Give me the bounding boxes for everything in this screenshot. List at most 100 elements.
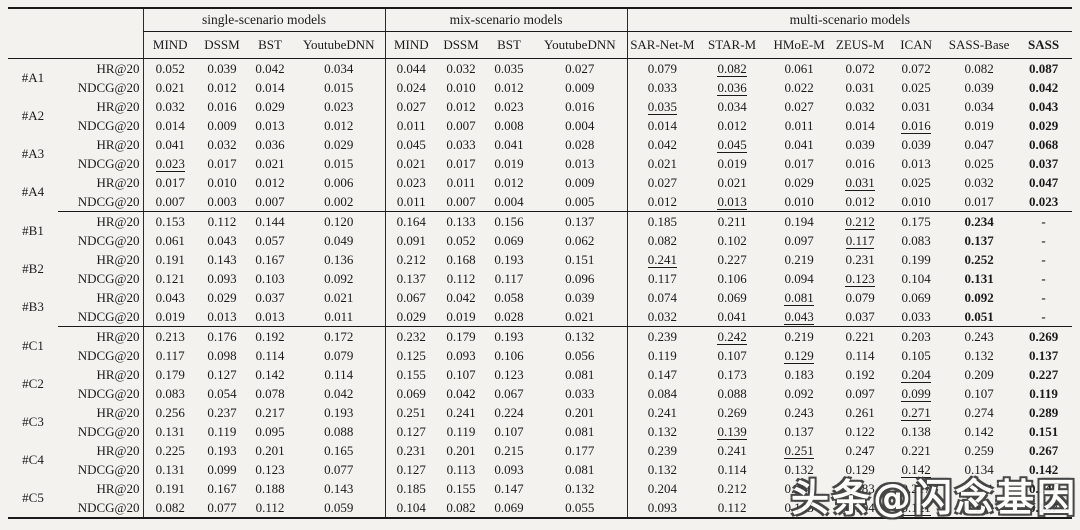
value-cell: 0.025 <box>901 79 931 95</box>
value-cell: 0.069 <box>494 499 524 515</box>
value-cell: 0.211 <box>717 213 747 229</box>
value-cell: 0.033 <box>626 78 698 97</box>
value-cell: 0.012 <box>831 192 890 212</box>
scenario-label: #C4 <box>22 452 44 467</box>
value-cell: 0.014 <box>626 116 698 135</box>
value-cell: 0.231 <box>845 251 875 267</box>
group-header-row: single-scenario models mix-scenario mode… <box>8 8 1073 32</box>
value-cell: 0.057 <box>255 232 285 248</box>
value-cell: 0.232 <box>384 326 438 346</box>
value-cell: 0.017 <box>784 155 814 171</box>
value-cell: 0.014 <box>845 117 875 133</box>
metric-label: HR@20 <box>96 442 140 458</box>
col-header-mind-single: MIND <box>142 31 197 59</box>
value-cell: 0.123 <box>255 461 285 477</box>
value-cell: 0.092 <box>964 289 994 305</box>
value-cell: 0.138 <box>901 423 931 439</box>
value-cell: 0.107 <box>446 366 476 382</box>
value-cell: 0.017 <box>142 173 197 192</box>
value-cell: 0.006 <box>324 174 354 190</box>
metric-label: HR@20 <box>96 404 140 420</box>
value-cell: 0.069 <box>494 232 524 248</box>
value-cell: 0.033 <box>446 136 476 152</box>
col-header-bst-single: BST <box>247 31 293 59</box>
value-cell: 0.137 <box>384 269 438 288</box>
value-cell: 0.016 <box>207 98 237 114</box>
value-cell: 0.036 <box>717 79 747 96</box>
value-cell: 0.082 <box>446 499 476 515</box>
value-cell: 0.027 <box>784 98 814 114</box>
value-cell: 0.119 <box>626 346 698 365</box>
value-cell: 0.247 <box>1028 480 1059 496</box>
value-cell: 0.131 <box>964 270 994 286</box>
metric-label: HR@20 <box>96 480 140 496</box>
group-mix-scenario: mix-scenario models <box>384 8 628 32</box>
value-cell: 0.094 <box>784 270 814 286</box>
metric-label: HR@20 <box>96 213 140 229</box>
value-cell: 0.029 <box>1028 117 1059 133</box>
value-cell: 0.052 <box>446 232 476 248</box>
value-cell: 0.017 <box>943 192 1016 212</box>
value-cell: 0.271 <box>901 404 931 421</box>
value-cell: - <box>1015 307 1073 327</box>
value-cell: 0.027 <box>384 97 438 116</box>
value-cell: 0.106 <box>494 347 524 363</box>
value-cell: 0.261 <box>845 404 875 420</box>
table-row: NDCG@20 0.082 0.077 0.112 0.059 0.104 0.082 0.0… <box>8 498 1072 518</box>
value-cell: 0.004 <box>565 117 595 133</box>
value-cell: 0.023 <box>1015 192 1073 212</box>
value-cell: 0.151 <box>565 251 595 267</box>
value-cell: 0.259 <box>964 442 994 458</box>
scenario-label: #C5 <box>22 490 44 505</box>
value-cell: 0.047 <box>964 136 994 152</box>
value-cell: 0.029 <box>324 136 354 152</box>
value-cell: 0.144 <box>255 213 285 229</box>
value-cell: 0.243 <box>964 328 994 344</box>
col-header-dssm-single: DSSM <box>197 31 247 59</box>
scenario-label: #B3 <box>22 299 44 315</box>
col-header-star-m: STAR-M <box>697 31 768 59</box>
value-cell: 0.091 <box>384 231 438 250</box>
scenario-label: #C3 <box>22 414 44 429</box>
value-cell: 0.012 <box>494 79 524 95</box>
value-cell: 0.201 <box>446 442 476 458</box>
value-cell: 0.043 <box>1028 98 1059 114</box>
value-cell: 0.231 <box>384 441 438 460</box>
value-cell: - <box>1041 270 1046 286</box>
value-cell: 0.083 <box>901 232 931 248</box>
value-cell: 0.078 <box>255 385 285 401</box>
value-cell: 0.061 <box>784 60 814 76</box>
value-cell: 0.007 <box>446 117 476 133</box>
value-cell: 0.107 <box>717 347 747 363</box>
value-cell: 0.107 <box>964 385 994 401</box>
col-header-mind-mix: MIND <box>384 31 438 59</box>
scenario-label: #A3 <box>21 146 45 161</box>
value-cell: 0.056 <box>565 347 595 363</box>
value-cell: 0.114 <box>717 461 747 477</box>
value-cell: 0.096 <box>565 270 595 286</box>
value-cell: 0.191 <box>142 250 197 269</box>
value-cell: 0.136 <box>324 251 354 267</box>
value-cell: 0.088 <box>324 423 354 439</box>
value-cell: 0.045 <box>384 135 438 154</box>
metric-label: HR@20 <box>96 366 140 382</box>
value-cell: 0.105 <box>901 347 931 363</box>
value-cell: 0.183 <box>784 366 814 382</box>
value-cell: 0.008 <box>494 117 524 133</box>
value-cell: 0.016 <box>845 155 875 171</box>
value-cell: 0.015 <box>324 155 354 171</box>
value-cell: 0.185 <box>626 211 698 231</box>
value-cell: 0.227 <box>1028 366 1059 382</box>
value-cell: 0.247 <box>845 442 875 458</box>
value-cell: 0.147 <box>626 365 698 384</box>
value-cell: 0.042 <box>324 385 354 401</box>
value-cell: 0.185 <box>384 479 438 498</box>
col-header-youtubednn-mix: YoutubeDNN <box>533 31 628 59</box>
col-header-hmoe-m: HMoE-M <box>767 31 832 59</box>
value-cell: 0.011 <box>446 174 476 190</box>
value-cell: 0.215 <box>494 442 524 458</box>
value-cell: 0.191 <box>142 479 197 498</box>
value-cell: 0.039 <box>845 136 875 152</box>
value-cell: 0.072 <box>901 60 931 76</box>
value-cell: 0.029 <box>784 174 814 190</box>
